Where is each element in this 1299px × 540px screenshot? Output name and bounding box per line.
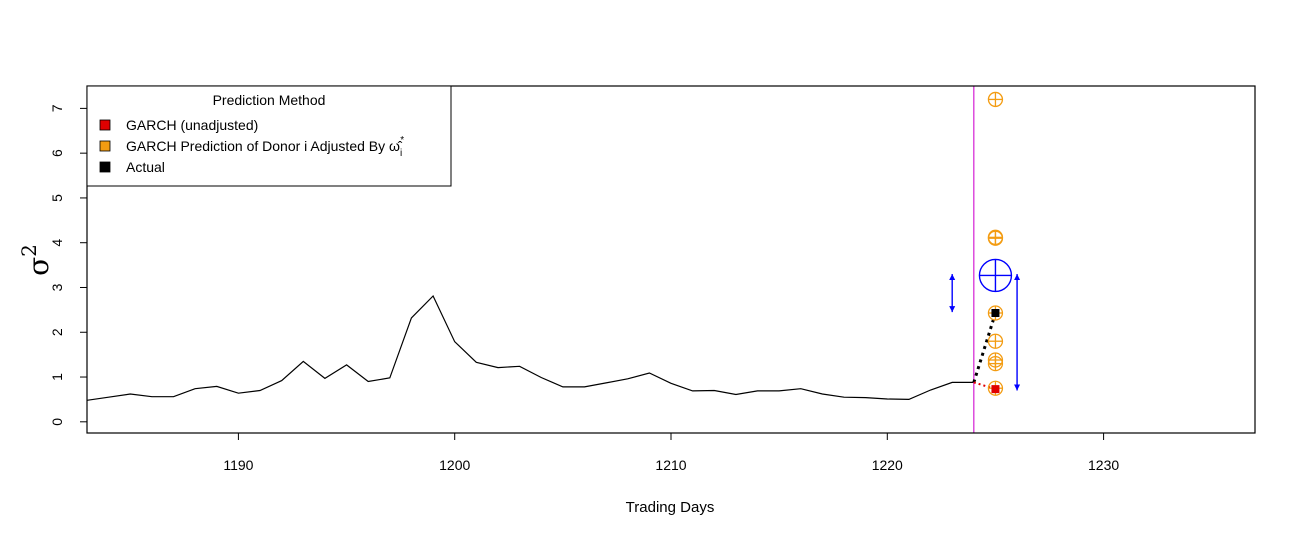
legend-swatch-garch-unadjusted xyxy=(99,119,111,131)
interval-arrow-right xyxy=(1014,274,1021,391)
y-axis-title-superscript: 2 xyxy=(17,244,41,257)
x-axis: 1190 1200 1210 1220 1230 xyxy=(223,432,1119,473)
aggregate-prediction-point xyxy=(978,258,1013,293)
y-tick-label-0: 0 xyxy=(49,418,65,426)
actual-connector-line xyxy=(972,312,997,383)
y-tick-label-2: 2 xyxy=(49,328,65,336)
plot-content xyxy=(86,86,1021,433)
y-tick-label-4: 4 xyxy=(49,239,65,247)
interval-arrow-left-head-bottom xyxy=(949,306,956,313)
interval-arrow-left xyxy=(949,274,956,313)
y-axis-title-symbol: σ xyxy=(22,257,55,276)
y-tick-label-6: 6 xyxy=(49,149,65,157)
adjusted-prediction-point-2 xyxy=(987,229,1004,245)
adjusted-prediction-point-4 xyxy=(987,333,1004,349)
legend-omega-sub: i xyxy=(400,148,402,159)
legend-omega-symbol: ω̂ xyxy=(389,138,403,154)
legend-title: Prediction Method xyxy=(213,92,326,108)
y-axis-title-text: σ2 xyxy=(17,244,55,276)
volatility-series-line xyxy=(86,294,974,401)
legend-label-adjusted-text: GARCH Prediction of Donor i Adjusted By xyxy=(126,138,389,154)
x-tick-label-1220: 1220 xyxy=(872,457,903,473)
legend-label-garch-unadjusted: GARCH (unadjusted) xyxy=(126,117,258,133)
legend-swatch-adjusted xyxy=(99,140,111,152)
y-tick-label-5: 5 xyxy=(49,194,65,202)
x-tick-label-1210: 1210 xyxy=(655,457,686,473)
y-axis-title: σ2 xyxy=(17,244,55,276)
garch-connector-line xyxy=(973,381,996,391)
x-axis-title: Trading Days xyxy=(626,499,715,516)
legend: Prediction Method GARCH (unadjusted) GAR… xyxy=(86,85,452,187)
legend-box xyxy=(86,85,452,187)
interval-arrow-right-head-top xyxy=(1014,274,1021,281)
x-tick-label-1190: 1190 xyxy=(223,457,253,473)
garch-unadjusted-point xyxy=(991,385,1000,394)
adjusted-prediction-point-0 xyxy=(987,91,1004,108)
interval-arrow-right-head-bottom xyxy=(1014,384,1021,391)
actual-point xyxy=(991,309,1000,318)
y-tick-label-7: 7 xyxy=(49,104,65,112)
interval-arrow-left-head-top xyxy=(949,274,956,281)
legend-label-actual: Actual xyxy=(126,159,165,175)
legend-swatch-actual xyxy=(99,161,111,173)
y-tick-label-3: 3 xyxy=(49,283,65,291)
legend-omega-sup: * xyxy=(400,135,404,146)
y-tick-label-1: 1 xyxy=(49,373,65,381)
legend-label-adjusted: GARCH Prediction of Donor i Adjusted By … xyxy=(126,135,404,159)
x-tick-label-1200: 1200 xyxy=(439,457,470,473)
x-tick-label-1230: 1230 xyxy=(1088,457,1119,473)
adjusted-prediction-point-6 xyxy=(987,352,1004,368)
